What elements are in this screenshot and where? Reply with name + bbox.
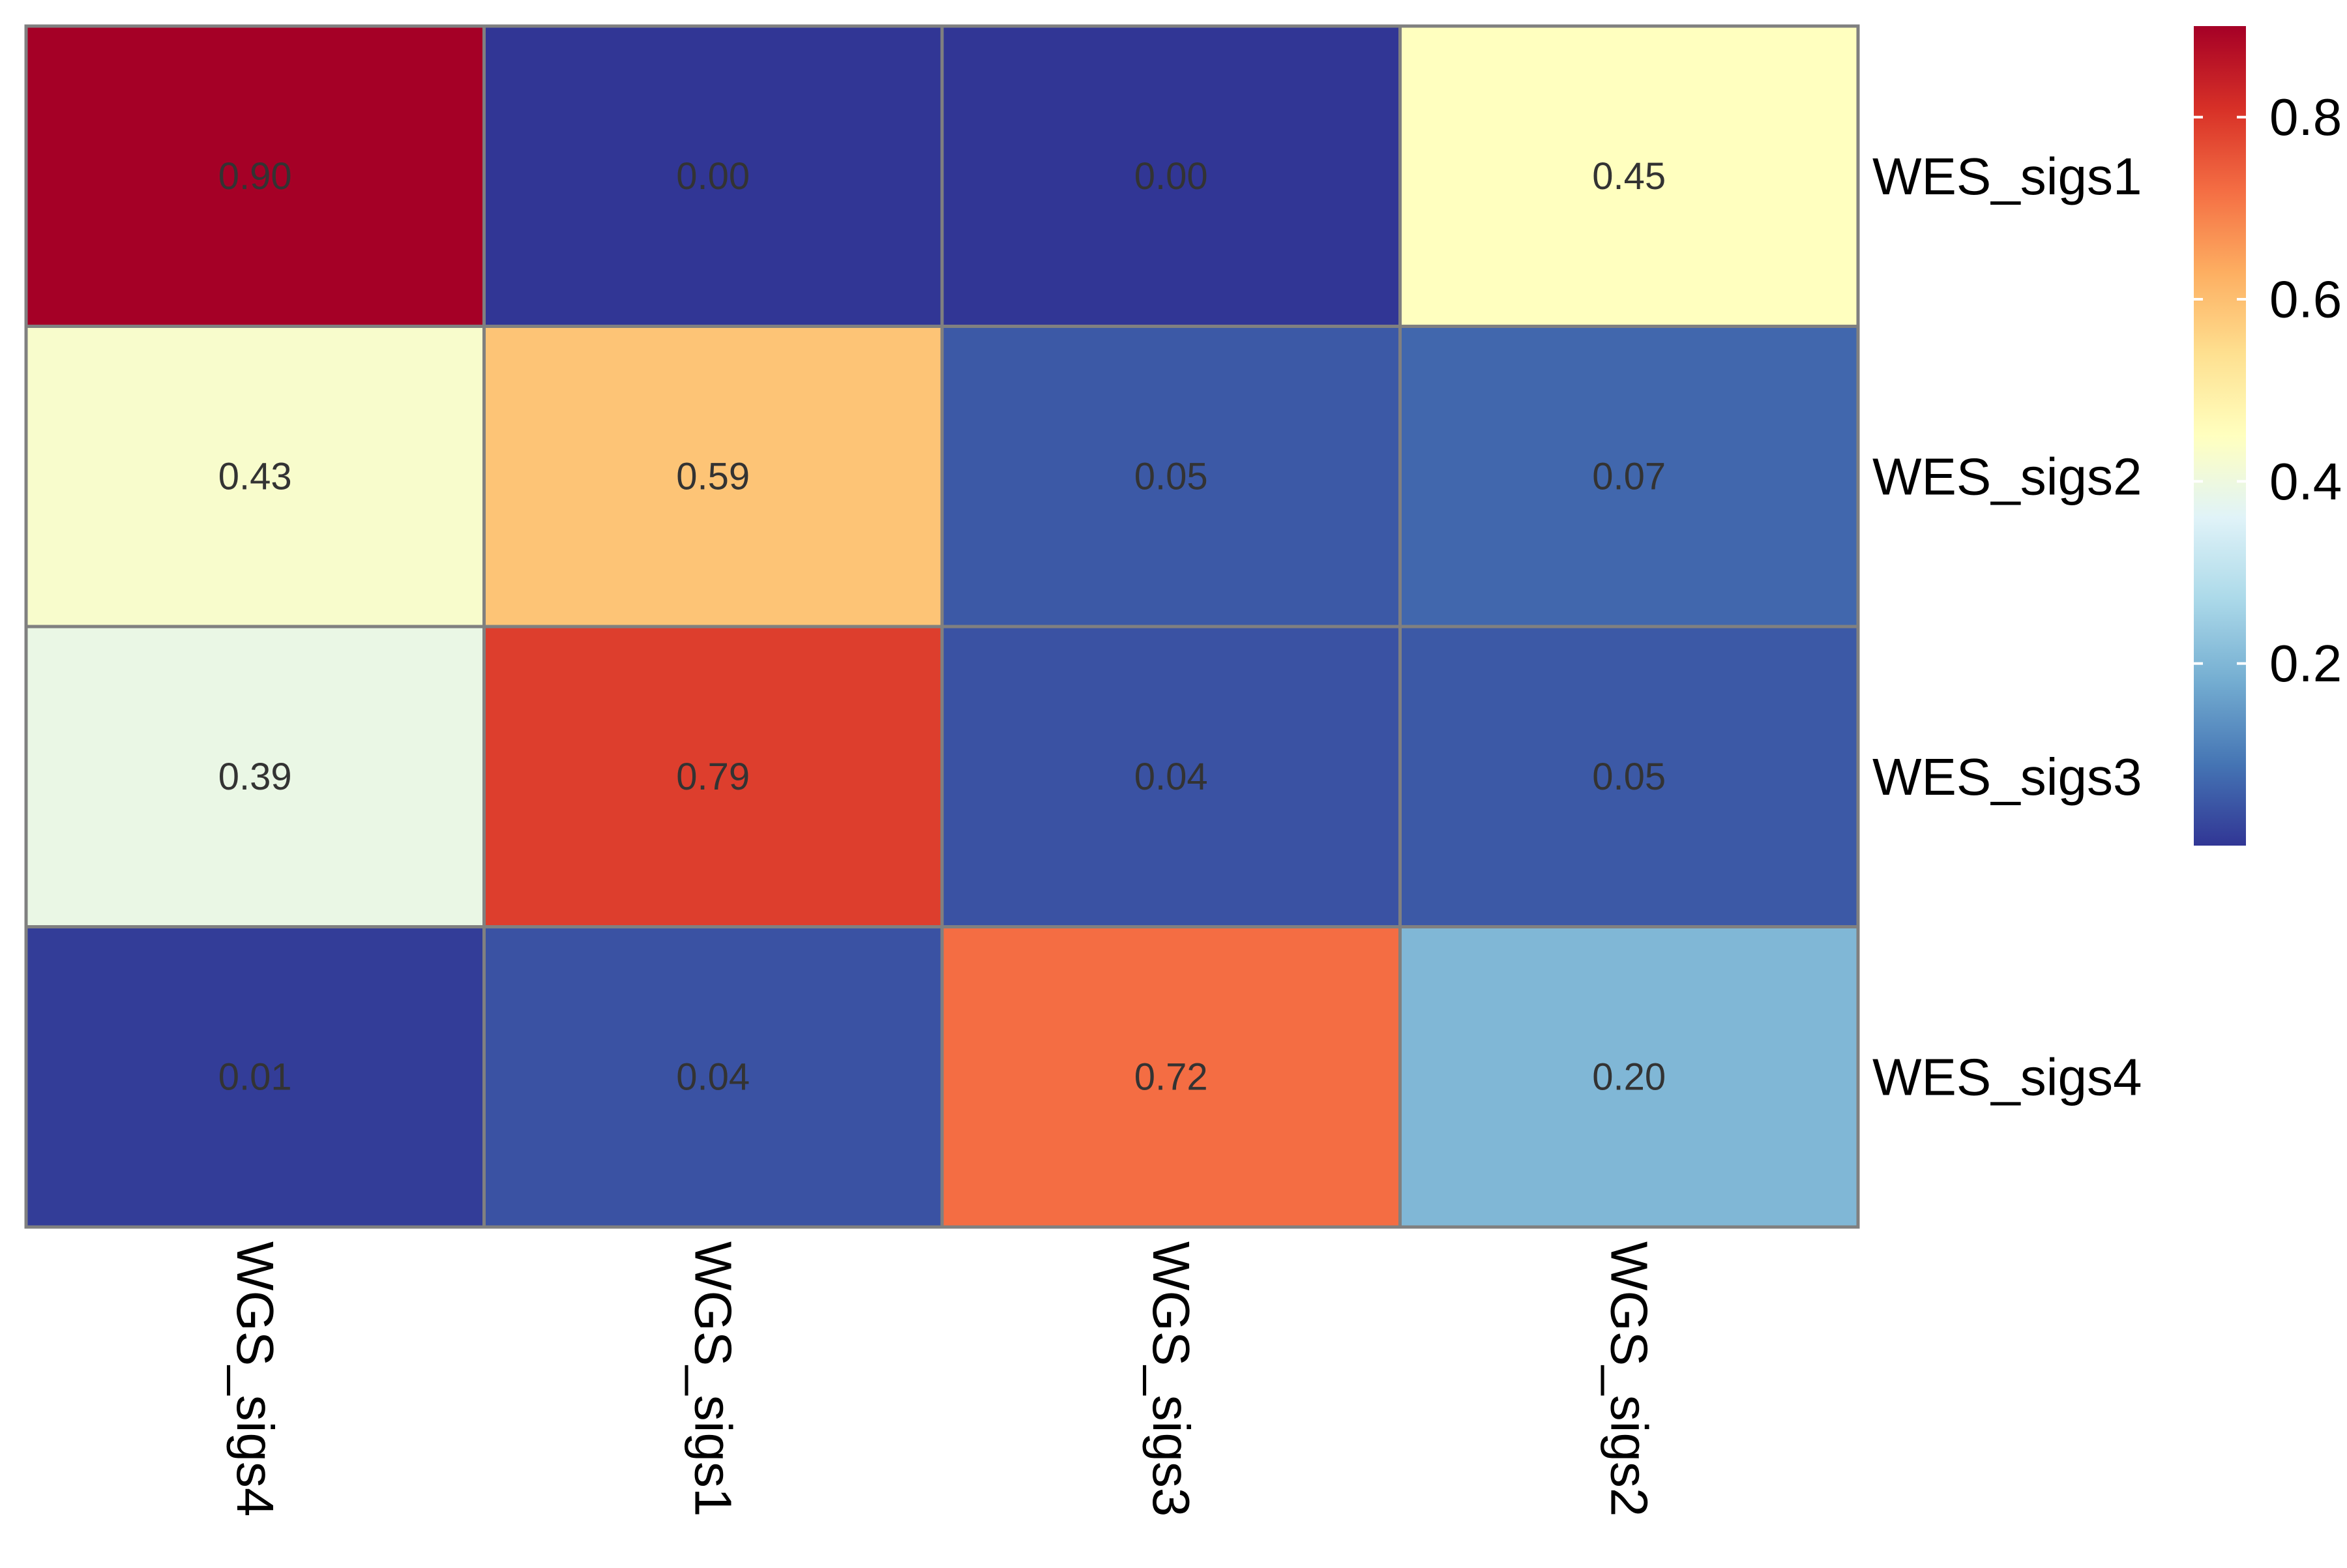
- column-labels: WGS_sigs4 WGS_sigs1 WGS_sigs3 WGS_sigs2: [226, 1241, 1659, 1516]
- heatmap-cell: [1398, 625, 1860, 928]
- cell-value-label: 0.05: [1134, 455, 1208, 497]
- column-label: WGS_sigs3: [1142, 1241, 1200, 1516]
- legend-colorbar: [2194, 26, 2246, 846]
- heatmap-cell: [482, 625, 944, 928]
- row-label: WES_sigs1: [1872, 147, 2142, 205]
- legend-tick-label: 0.6: [2269, 271, 2342, 329]
- legend-tick-label: 0.8: [2269, 88, 2342, 146]
- cell-value-label: 0.00: [1134, 155, 1208, 198]
- cell-value-label: 0.07: [1592, 455, 1666, 497]
- cell-value-label: 0.04: [676, 1056, 750, 1098]
- cell-value-label: 0.43: [218, 455, 292, 497]
- heatmap-cell: [24, 24, 486, 328]
- cell-value-label: 0.72: [1134, 1056, 1208, 1098]
- legend-tick-label: 0.4: [2269, 452, 2342, 510]
- legend-tick-label: 0.2: [2269, 634, 2342, 692]
- cell-value-label: 0.00: [676, 155, 750, 198]
- heatmap-cell: [482, 325, 944, 629]
- column-label: WGS_sigs1: [684, 1241, 742, 1516]
- heatmap-cell: [1398, 925, 1860, 1229]
- cell-value-label: 0.59: [676, 455, 750, 497]
- cell-value-label: 0.01: [218, 1056, 292, 1098]
- heatmap-cell: [482, 24, 944, 328]
- cell-value-label: 0.04: [1134, 756, 1208, 798]
- heatmap-cell: [1398, 24, 1860, 328]
- heatmap-cell: [482, 925, 944, 1229]
- cell-value-label: 0.90: [218, 155, 292, 198]
- column-label: WGS_sigs4: [226, 1241, 284, 1516]
- cell-value-label: 0.45: [1592, 155, 1666, 198]
- heatmap-cell: [1398, 325, 1860, 629]
- cell-value-label: 0.05: [1592, 756, 1666, 798]
- cell-value-label: 0.79: [676, 756, 750, 798]
- cell-value-label: 0.39: [218, 756, 292, 798]
- heatmap-cell: [940, 24, 1402, 328]
- row-label: WES_sigs3: [1872, 748, 2142, 806]
- heatmap-cell: [24, 925, 486, 1229]
- heatmap-cell: [24, 325, 486, 629]
- row-label: WES_sigs4: [1872, 1048, 2142, 1106]
- heatmap-cells: 0.90 0.00 0.00 0.45 0.43 0.59 0.05 0.07 0.39 0.79…: [24, 24, 1860, 1229]
- cell-value-label: 0.20: [1592, 1056, 1666, 1098]
- color-legend: 0.2 0.4 0.6 0.8: [2194, 26, 2342, 846]
- heatmap-cell: [940, 925, 1402, 1229]
- row-label: WES_sigs2: [1872, 447, 2142, 505]
- column-label: WGS_sigs2: [1600, 1241, 1658, 1516]
- row-labels: WES_sigs1 WES_sigs2 WES_sigs3 WES_sigs4: [1872, 147, 2142, 1106]
